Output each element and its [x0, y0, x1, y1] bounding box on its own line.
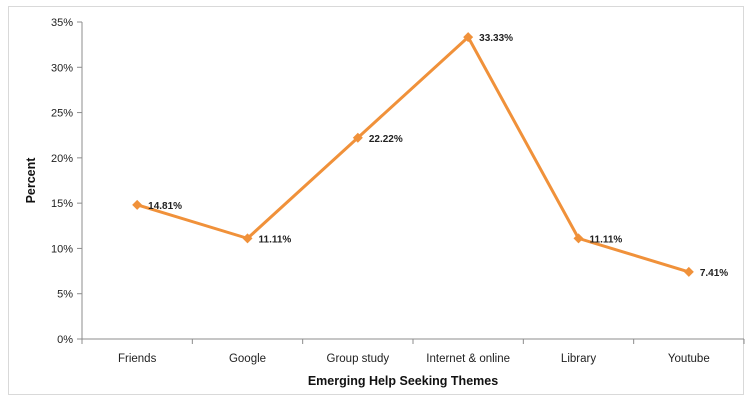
x-tick-label: Group study — [327, 353, 390, 365]
y-tick-label: 15% — [51, 198, 73, 210]
chart-frame — [8, 6, 744, 395]
x-tick-label: Youtube — [668, 353, 710, 365]
data-point-marker — [463, 32, 474, 43]
data-label: 33.33% — [479, 33, 513, 44]
x-tick-label: Library — [561, 353, 596, 365]
data-point-marker — [683, 266, 694, 277]
y-tick-label: 25% — [51, 108, 73, 120]
y-axis-title: Percent — [24, 157, 38, 204]
data-point-marker — [132, 199, 143, 210]
y-tick-label: 5% — [57, 289, 73, 301]
data-label: 14.81% — [148, 201, 182, 212]
data-label: 11.11% — [590, 234, 623, 245]
data-point-marker — [352, 132, 363, 143]
data-label: 7.41% — [700, 268, 728, 279]
y-tick-label: 10% — [51, 243, 73, 255]
y-tick-label: 0% — [57, 334, 73, 346]
x-tick-label: Internet & online — [426, 353, 510, 365]
data-point-marker — [573, 233, 584, 244]
data-point-marker — [242, 233, 253, 244]
y-tick-label: 20% — [51, 153, 73, 165]
series-line — [136, 35, 690, 274]
x-tick-label: Google — [229, 353, 266, 365]
data-label: 22.22% — [369, 134, 403, 145]
x-axis-title: Emerging Help Seeking Themes — [308, 374, 498, 388]
data-label: 11.11% — [259, 234, 292, 245]
y-tick-label: 35% — [51, 17, 73, 29]
x-tick-label: Friends — [118, 353, 157, 365]
y-tick-label: 30% — [51, 62, 73, 74]
